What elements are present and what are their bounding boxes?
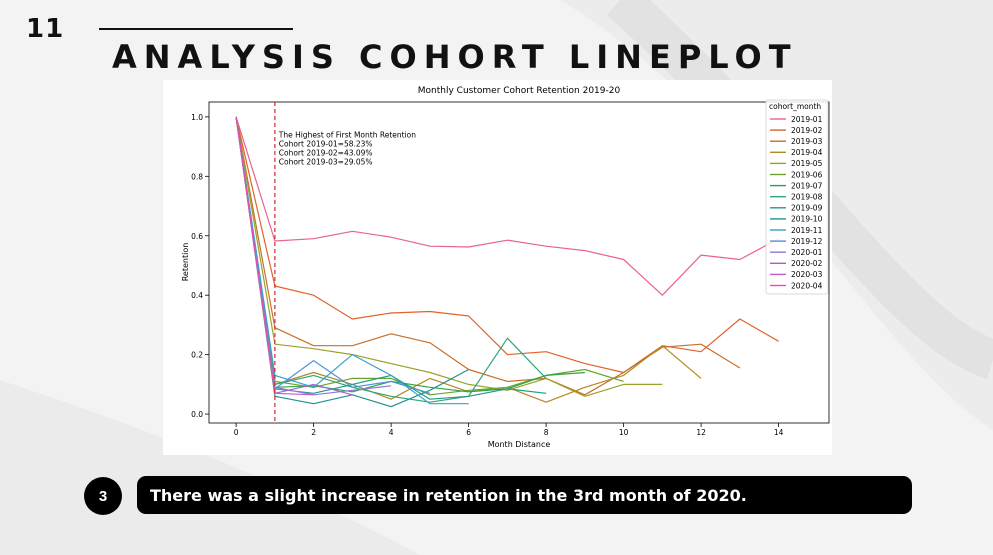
- legend: cohort_month 2019-01 2019-02 2019-03 2019-04…: [765, 99, 829, 295]
- annotation-line: The Highest of First Month Retention: [278, 131, 416, 140]
- series-line-2020-04: [235, 116, 276, 392]
- x-tick-label: 0: [234, 428, 239, 437]
- legend-entry-2019-02: 2019-02: [791, 126, 823, 135]
- legend-entry-2019-07: 2019-07: [791, 181, 823, 190]
- legend-entry-2020-02: 2020-02: [791, 259, 823, 268]
- x-tick-label: 4: [389, 428, 394, 437]
- legend-entry-2019-01: 2019-01: [791, 115, 823, 124]
- slide-title: ANALYSIS COHORT LINEPLOT: [112, 38, 798, 76]
- series-line-2019-06: [235, 116, 624, 396]
- legend-entry-2019-06: 2019-06: [791, 170, 823, 179]
- retention-annotation: The Highest of First Month RetentionCoho…: [278, 131, 416, 167]
- y-tick-label: 1.0: [191, 113, 203, 122]
- legend-entry-2019-09: 2019-09: [791, 204, 823, 213]
- x-axis: 0 2 4 6 8 10 12 14: [234, 423, 784, 437]
- y-tick-label: 0.0: [191, 410, 203, 419]
- title-divider: [99, 28, 293, 30]
- series-lines: [235, 116, 779, 408]
- legend-entry-2020-04: 2020-04: [791, 281, 823, 290]
- series-line-2019-07: [235, 116, 585, 393]
- x-tick-label: 6: [466, 428, 471, 437]
- legend-entry-2019-04: 2019-04: [791, 148, 823, 157]
- step-number-badge: 3: [84, 477, 122, 515]
- x-tick-label: 2: [311, 428, 316, 437]
- legend-entry-2020-01: 2020-01: [791, 248, 823, 257]
- legend-entry-2019-12: 2019-12: [791, 237, 823, 246]
- annotation-line: Cohort 2019-01=58.23%: [279, 140, 373, 149]
- x-axis-label: Month Distance: [488, 440, 551, 449]
- legend-entry-2020-03: 2020-03: [791, 270, 823, 279]
- chart-card: Monthly Customer Cohort Retention 2019-2…: [163, 80, 832, 455]
- series-line-2019-03: [235, 116, 741, 396]
- legend-entry-2019-05: 2019-05: [791, 159, 823, 168]
- series-line-2019-08: [235, 116, 547, 403]
- annotation-line: Cohort 2019-03=29.05%: [279, 158, 373, 167]
- cohort-line-chart: Monthly Customer Cohort Retention 2019-2…: [181, 86, 830, 449]
- series-line-2019-01: [235, 116, 779, 296]
- y-axis: 0.0 0.2 0.4 0.6 0.8 1.0: [191, 113, 209, 419]
- y-axis-label: Retention: [181, 243, 190, 282]
- chart-title: Monthly Customer Cohort Retention 2019-2…: [418, 86, 621, 96]
- y-tick-label: 0.2: [191, 351, 203, 360]
- slide-number: 11: [26, 14, 65, 44]
- y-tick-label: 0.8: [191, 172, 203, 181]
- x-tick-label: 12: [696, 428, 706, 437]
- plot-frame: [208, 101, 830, 424]
- legend-entry-2019-10: 2019-10: [791, 215, 823, 224]
- x-tick-label: 14: [774, 428, 784, 437]
- x-tick-label: 10: [619, 428, 629, 437]
- x-tick-label: 8: [544, 428, 549, 437]
- annotation-line: Cohort 2019-02=43.09%: [279, 149, 373, 158]
- y-tick-label: 0.4: [191, 291, 203, 300]
- legend-entry-2019-08: 2019-08: [791, 193, 823, 202]
- series-line-2019-02: [235, 116, 779, 374]
- legend-entry-2019-03: 2019-03: [791, 137, 823, 146]
- insight-caption: There was a slight increase in retention…: [137, 476, 912, 514]
- legend-title: cohort_month: [769, 102, 821, 111]
- y-tick-label: 0.6: [191, 232, 203, 241]
- series-line-2019-05: [235, 116, 663, 397]
- legend-entry-2019-11: 2019-11: [791, 226, 823, 235]
- legend-box: [765, 99, 829, 295]
